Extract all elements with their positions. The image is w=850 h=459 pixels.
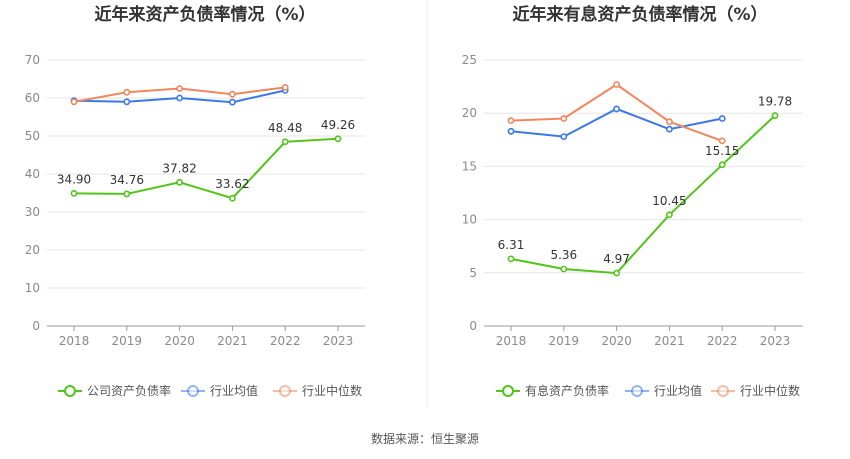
chart-title: 近年来资产负债率情况（%） xyxy=(94,4,315,25)
x-tick-label: 2019 xyxy=(549,334,580,348)
data-point xyxy=(228,98,236,106)
x-tick-label: 2021 xyxy=(217,334,248,348)
legend-label: 行业中位数 xyxy=(302,383,362,398)
series-line-0 xyxy=(510,114,776,275)
data-label: 6.31 xyxy=(498,238,525,252)
data-point xyxy=(70,189,78,197)
y-tick-label: 70 xyxy=(25,53,40,67)
data-point xyxy=(718,115,726,122)
x-tick-label: 2020 xyxy=(164,334,195,348)
legend-swatch-marker xyxy=(631,385,643,397)
data-label: 10.45 xyxy=(652,194,686,208)
data-point xyxy=(281,138,289,146)
y-tick-label: 25 xyxy=(462,53,477,67)
data-point xyxy=(560,115,568,122)
data-label: 5.36 xyxy=(550,248,577,262)
data-point xyxy=(176,178,183,186)
legend-swatch-marker xyxy=(187,385,199,397)
y-tick-label: 20 xyxy=(462,106,477,120)
y-tick-label: 15 xyxy=(462,159,477,173)
y-tick-label: 60 xyxy=(25,91,40,105)
data-point xyxy=(666,118,673,126)
chart-debt-ratio: 近年来资产负债率情况（%） 0 10 20 30 40 50 60 70 2018 2019 2020… xyxy=(25,4,365,398)
legend-label: 行业中位数 xyxy=(740,383,800,398)
x-tick-label: 2019 xyxy=(112,334,143,348)
y-tick-label: 0 xyxy=(469,319,477,333)
data-point xyxy=(281,83,289,91)
y-tick-label: 20 xyxy=(25,243,40,257)
x-tick-label: 2022 xyxy=(707,334,738,348)
y-tick-label: 10 xyxy=(462,213,477,227)
legend-label: 有息资产负债率 xyxy=(525,383,609,398)
data-point xyxy=(228,194,236,202)
data-point xyxy=(613,269,620,277)
chart-title: 近年来有息资产负债率情况（%） xyxy=(512,4,767,25)
data-point xyxy=(176,94,183,102)
data-label: 19.78 xyxy=(758,95,792,109)
y-tick-label: 5 xyxy=(469,266,477,280)
data-label: 49.26 xyxy=(321,118,355,132)
x-tick-label: 2023 xyxy=(323,334,354,348)
data-point xyxy=(70,98,78,106)
data-point xyxy=(176,85,183,92)
chart-interest-debt-ratio: 近年来有息资产负债率情况（%） 0 5 10 15 20 25 2018 2019 2020 202… xyxy=(462,4,803,398)
data-label: 33.62 xyxy=(215,177,249,191)
data-label: 34.90 xyxy=(57,172,91,186)
data-label: 4.97 xyxy=(603,252,630,266)
y-tick-label: 50 xyxy=(25,129,40,143)
data-point xyxy=(334,135,342,143)
data-point xyxy=(228,90,236,98)
data-point xyxy=(560,133,568,141)
y-tick-label: 10 xyxy=(25,281,40,295)
x-tick-label: 2022 xyxy=(270,334,301,348)
data-point xyxy=(666,211,673,219)
data-point xyxy=(718,161,726,169)
x-tick-label: 2018 xyxy=(496,334,527,348)
data-label: 34.76 xyxy=(110,173,144,187)
x-tick-label: 2023 xyxy=(760,334,791,348)
legend-swatch-marker xyxy=(502,385,514,397)
data-point xyxy=(613,81,620,88)
data-point xyxy=(123,98,131,106)
data-point xyxy=(123,88,131,96)
x-tick-label: 2021 xyxy=(654,334,685,348)
data-point xyxy=(507,127,515,135)
series-line-0 xyxy=(73,137,339,200)
data-label: 37.82 xyxy=(162,161,196,175)
data-point xyxy=(666,125,673,133)
x-tick-label: 2020 xyxy=(601,334,632,348)
data-point xyxy=(123,190,131,198)
legend-swatch-marker xyxy=(279,385,291,397)
legend-label: 行业均值 xyxy=(210,383,258,398)
y-tick-label: 0 xyxy=(32,319,40,333)
legend-label: 公司资产负债率 xyxy=(87,383,171,398)
y-tick-label: 30 xyxy=(25,205,40,219)
source-label: 数据来源：恒生聚源 xyxy=(371,431,479,446)
data-point xyxy=(507,255,515,263)
data-label: 15.15 xyxy=(705,144,739,158)
data-point xyxy=(771,112,779,119)
legend-swatch-marker xyxy=(717,385,729,397)
data-point xyxy=(613,105,620,113)
y-tick-label: 40 xyxy=(25,167,40,181)
x-tick-label: 2018 xyxy=(59,334,90,348)
data-point xyxy=(718,137,726,145)
data-label: 48.48 xyxy=(268,121,302,135)
data-point xyxy=(507,117,515,125)
data-point xyxy=(560,265,568,273)
legend-label: 行业均值 xyxy=(654,383,702,398)
legend-swatch-marker xyxy=(64,385,76,397)
